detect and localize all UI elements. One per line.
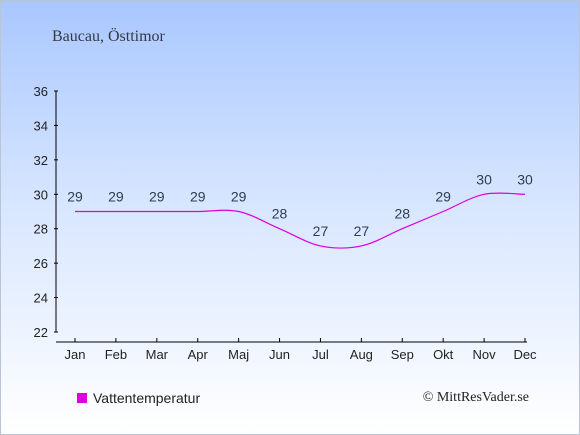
legend-label: Vattentemperatur	[93, 390, 201, 406]
y-tick-label: 28	[34, 222, 48, 237]
data-label: 29	[190, 189, 206, 205]
data-label: 27	[354, 223, 370, 239]
series-line-vattentemperatur	[74, 192, 526, 249]
x-tick-label: Apr	[188, 347, 209, 362]
data-label: 28	[272, 206, 288, 222]
data-labels: 29 29 29 29 29 28 27 27 28 29 30 30	[67, 171, 533, 239]
data-label: 27	[313, 223, 329, 239]
x-tick-label: Nov	[473, 347, 497, 362]
x-tick-label: Aug	[350, 347, 373, 362]
series-layer	[74, 192, 526, 249]
y-tick-label: 22	[34, 325, 48, 340]
data-label: 29	[435, 189, 451, 205]
y-tick-label: 24	[34, 291, 48, 306]
legend: Vattentemperatur	[77, 390, 200, 406]
data-label: 29	[149, 189, 165, 205]
data-label: 29	[231, 189, 247, 205]
axes: 22 24 26 28 30 32 34 36 Jan Feb Mar Apr Maj Jun Jul Aug…	[34, 84, 538, 362]
x-tick-label: Jun	[269, 347, 290, 362]
data-label: 28	[394, 206, 410, 222]
x-tick-label: Mar	[146, 347, 169, 362]
x-tick-label: Jan	[65, 347, 86, 362]
y-tick-label: 32	[34, 153, 48, 168]
legend-swatch	[77, 393, 87, 403]
credit-text: © MittResVader.se	[422, 390, 529, 405]
data-label: 29	[108, 189, 124, 205]
y-tick-label: 34	[34, 118, 48, 133]
x-tick-label: Feb	[105, 347, 127, 362]
x-tick-label: Dec	[513, 347, 537, 362]
data-label: 30	[476, 171, 492, 187]
y-tick-label: 26	[34, 256, 48, 271]
x-tick-label: Sep	[391, 347, 414, 362]
data-label: 30	[517, 171, 533, 187]
y-tick-label: 30	[34, 187, 48, 202]
x-tick-label: Maj	[228, 347, 249, 362]
x-tick-label: Okt	[433, 347, 454, 362]
x-tick-label: Jul	[312, 347, 329, 362]
data-label: 29	[67, 189, 83, 205]
y-tick-label: 36	[34, 84, 48, 99]
chart-location-title: Baucau, Östtimor	[52, 28, 165, 45]
